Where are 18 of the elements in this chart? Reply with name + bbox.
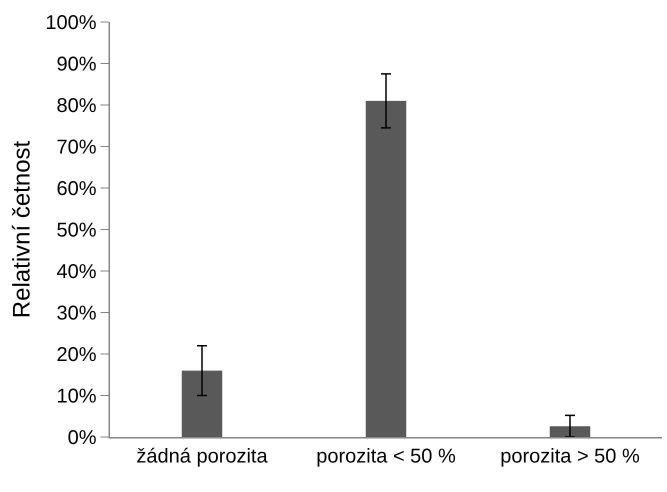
y-axis-title: Relativní četnost: [8, 140, 36, 318]
y-tick-label: 30%: [56, 302, 97, 324]
y-tick-label: 20%: [56, 344, 97, 366]
y-tick-label: 90%: [56, 54, 97, 76]
y-tick-label: 80%: [56, 95, 97, 117]
y-tick-label: 100%: [45, 12, 97, 34]
bar: [366, 100, 406, 437]
y-tick-label: 60%: [56, 178, 97, 200]
y-tick-label: 70%: [56, 136, 97, 158]
x-tick-label: žádná porozita: [136, 446, 268, 468]
y-tick-label: 10%: [56, 386, 97, 408]
y-tick-label: 50%: [56, 220, 97, 242]
bar: [182, 370, 222, 437]
bar: [550, 426, 590, 437]
y-tick-label: 0%: [68, 427, 97, 449]
x-tick-label: porozita < 50 %: [316, 446, 456, 468]
x-tick-label: porozita > 50 %: [500, 446, 640, 468]
y-tick-label: 40%: [56, 261, 97, 283]
